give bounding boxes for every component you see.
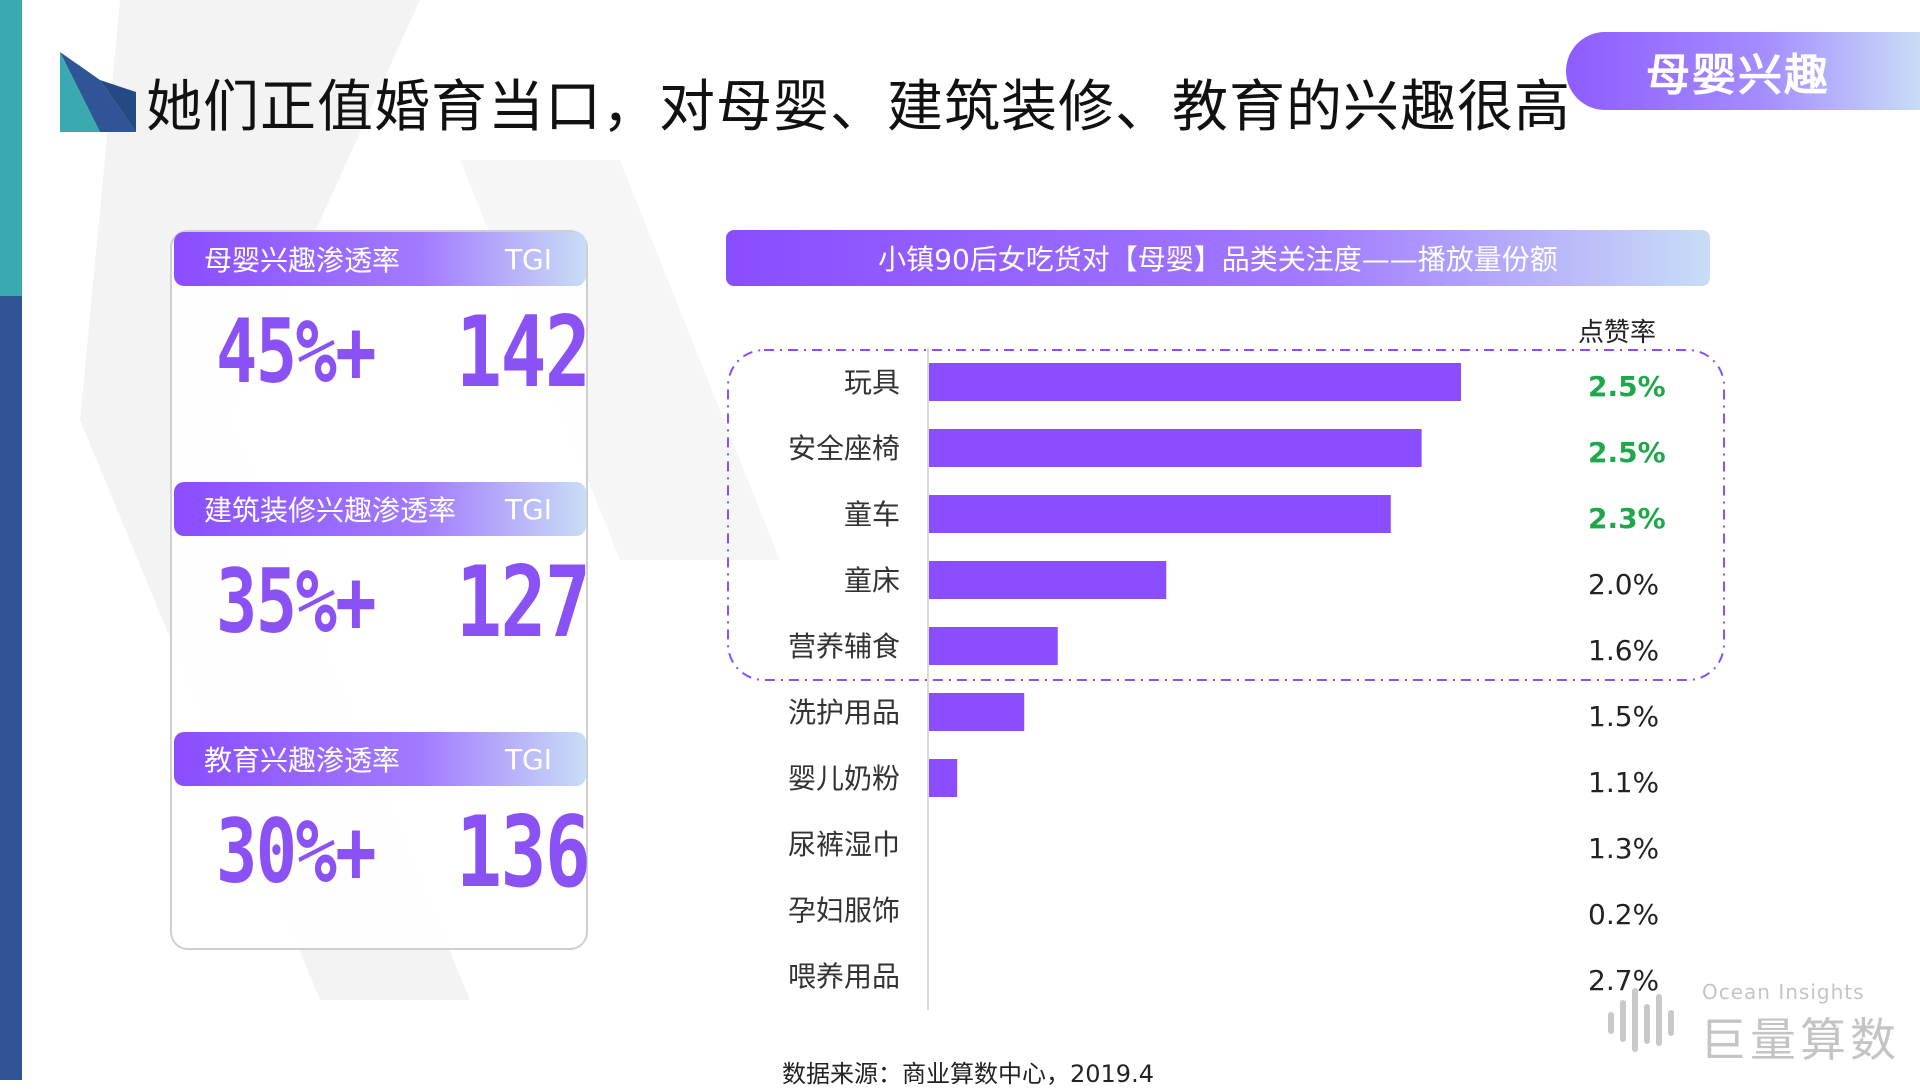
tgi-label: TGI <box>504 742 552 776</box>
bar <box>929 429 1422 467</box>
category-label: 婴儿奶粉 <box>788 762 900 795</box>
data-source: 数据来源：商业算数中心，2019.4 <box>782 1060 1154 1088</box>
logo-icon <box>60 52 136 132</box>
tgi-label: TGI <box>504 242 552 276</box>
tgi-value: 142 <box>456 296 591 410</box>
metric-header-renovation: 建筑装修兴趣渗透率 TGI <box>174 482 586 536</box>
like-rate-label: 1.3% <box>1588 832 1659 865</box>
highlight-box <box>727 349 1725 681</box>
category-label: 尿裤湿巾 <box>788 828 900 861</box>
bar <box>929 561 1167 599</box>
metric-header-maternal: 母婴兴趣渗透率 TGI <box>174 232 586 286</box>
interest-metrics-card <box>170 230 588 950</box>
topic-tag: 母婴兴趣 <box>1566 32 1920 110</box>
like-rate-label: 1.1% <box>1588 766 1659 799</box>
penetration-value: 30%+ <box>216 800 377 903</box>
category-label: 孕妇服饰 <box>788 894 900 927</box>
category-label: 洗护用品 <box>788 696 900 729</box>
brand-logo-icon <box>1608 988 1674 1052</box>
like-rate-label: 1.6% <box>1588 634 1659 667</box>
page-title: 她们正值婚育当口，对母婴、建筑装修、教育的兴趣很高 <box>146 75 1571 140</box>
tgi-value: 136 <box>456 796 591 910</box>
chart-title: 小镇90后女吃货对【母婴】品类关注度——播放量份额 <box>726 230 1710 286</box>
bar <box>929 693 1025 731</box>
bar <box>929 759 958 797</box>
category-label: 童车 <box>844 498 900 531</box>
like-rate-label: 2.5% <box>1588 436 1666 469</box>
tgi-value: 127 <box>456 546 591 660</box>
brand-subtitle: Ocean Insights <box>1702 980 1865 1004</box>
metric-label: 教育兴趣渗透率 <box>204 744 401 777</box>
bar <box>929 627 1058 665</box>
category-label: 童床 <box>844 564 900 597</box>
penetration-value: 45%+ <box>216 300 377 403</box>
left-accent-stripe-top <box>0 0 22 296</box>
like-rate-label: 1.5% <box>1588 700 1659 733</box>
metric-label: 母婴兴趣渗透率 <box>204 244 401 277</box>
metric-header-education: 教育兴趣渗透率 TGI <box>174 732 586 786</box>
category-label: 安全座椅 <box>788 432 900 465</box>
like-rate-label: 2.7% <box>1588 964 1659 997</box>
tgi-label: TGI <box>504 492 552 526</box>
bar <box>929 495 1391 533</box>
metric-values-education: 30%+ 136 <box>174 800 591 908</box>
like-rate-label: 2.3% <box>1588 502 1666 535</box>
like-rate-column-label: 点赞率 <box>1578 318 1657 348</box>
like-rate-label: 2.5% <box>1588 370 1666 403</box>
bar <box>929 363 1461 401</box>
metric-label: 建筑装修兴趣渗透率 <box>204 494 457 527</box>
left-accent-stripe-bottom <box>0 296 22 1080</box>
like-rate-label: 2.0% <box>1588 568 1659 601</box>
category-label: 玩具 <box>844 366 900 399</box>
metric-values-renovation: 35%+ 127 <box>174 550 591 658</box>
penetration-value: 35%+ <box>216 550 377 653</box>
metric-values-maternal: 45%+ 142 <box>174 300 591 408</box>
like-rate-label: 0.2% <box>1588 898 1659 931</box>
category-label: 喂养用品 <box>788 960 900 993</box>
brand-name: 巨量算数 <box>1700 1013 1900 1067</box>
category-label: 营养辅食 <box>788 630 900 663</box>
